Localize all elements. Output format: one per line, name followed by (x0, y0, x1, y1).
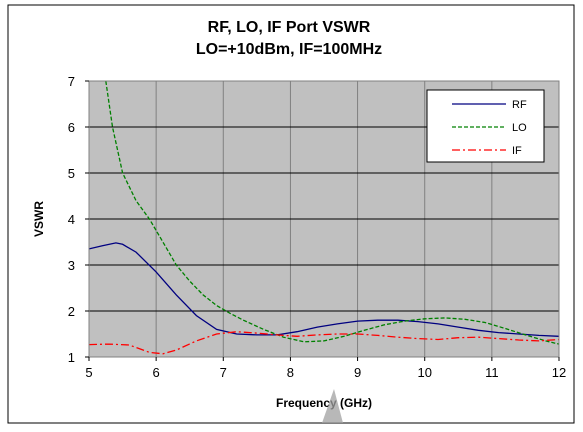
series-line-lo (105, 80, 559, 345)
chart-title: RF, LO, IF Port VSWR (208, 19, 371, 36)
series-line-if (89, 331, 559, 355)
series-group (89, 80, 559, 355)
series-line-rf (89, 242, 559, 337)
legend-label-if: IF (512, 145, 522, 157)
y-tick-label-5: 6 (68, 120, 75, 135)
x-tick-label-7: 12 (552, 365, 566, 380)
y-tick-label-4: 5 (68, 166, 75, 181)
x-tick-label-6: 11 (485, 365, 499, 380)
x-tick-label-5: 10 (417, 365, 431, 380)
x-tick-label-2: 7 (220, 365, 227, 380)
x-tick-label-1: 6 (153, 365, 160, 380)
y-tick-label-1: 2 (68, 304, 75, 319)
y-axis-label: VSWR (32, 201, 46, 237)
x-tick-label-0: 5 (85, 365, 92, 380)
chart-subtitle: LO=+10dBm, IF=100MHz (196, 41, 382, 58)
x-tick-label-4: 9 (354, 365, 361, 380)
y-tick-label-3: 4 (68, 212, 75, 227)
y-tick-label-6: 7 (68, 74, 75, 89)
cursor-arrow-shape (322, 389, 343, 423)
y-tick-label-0: 1 (68, 350, 75, 365)
legend: RF LO IF (426, 89, 545, 163)
legend-label-lo: LO (512, 122, 527, 134)
x-tick-label-3: 8 (287, 365, 294, 380)
y-tick-label-2: 3 (68, 258, 75, 273)
legend-label-rf: RF (512, 99, 527, 111)
x-axis-label: Frequency (GHz) (276, 396, 372, 410)
